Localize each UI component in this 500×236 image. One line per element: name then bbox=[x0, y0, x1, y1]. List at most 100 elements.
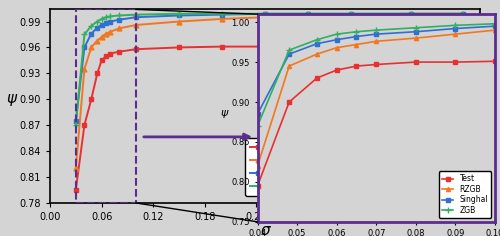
RZGB bbox=[452, 33, 458, 36]
Test bbox=[133, 48, 139, 51]
Line: RZGB: RZGB bbox=[256, 28, 497, 168]
Line: Singhal: Singhal bbox=[74, 11, 465, 123]
Singhal bbox=[133, 16, 139, 19]
ZGB bbox=[286, 49, 292, 51]
Singhal bbox=[373, 33, 380, 36]
Singhal bbox=[262, 12, 268, 15]
RZGB bbox=[262, 16, 268, 19]
ZGB bbox=[176, 12, 182, 15]
ZGB bbox=[492, 22, 498, 25]
ZGB bbox=[254, 125, 260, 127]
Singhal bbox=[116, 18, 122, 21]
Singhal bbox=[88, 32, 94, 35]
ZGB bbox=[460, 12, 466, 15]
Line: Singhal: Singhal bbox=[256, 24, 497, 116]
Singhal bbox=[348, 12, 354, 15]
Test bbox=[413, 61, 419, 63]
RZGB bbox=[348, 13, 354, 16]
Singhal bbox=[103, 22, 109, 25]
Line: RZGB: RZGB bbox=[74, 11, 465, 171]
RZGB bbox=[314, 53, 320, 55]
RZGB bbox=[94, 39, 100, 42]
Test bbox=[334, 69, 340, 72]
ZGB bbox=[94, 20, 100, 23]
ZGB bbox=[334, 33, 340, 36]
Y-axis label: ψ: ψ bbox=[6, 91, 16, 106]
Singhal bbox=[107, 20, 113, 23]
RZGB bbox=[107, 30, 113, 33]
ZGB bbox=[354, 30, 360, 33]
Test bbox=[219, 45, 225, 48]
ZGB bbox=[408, 12, 414, 15]
Test bbox=[88, 98, 94, 101]
Singhal bbox=[408, 12, 414, 15]
Line: Test: Test bbox=[74, 43, 465, 192]
Legend: Test, RZGB, Singhal, ZGB: Test, RZGB, Singhal, ZGB bbox=[245, 138, 316, 196]
ZGB bbox=[373, 29, 380, 32]
Singhal bbox=[305, 12, 311, 15]
RZGB bbox=[88, 46, 94, 49]
Singhal bbox=[286, 53, 292, 55]
RZGB bbox=[408, 12, 414, 15]
RZGB bbox=[116, 27, 122, 30]
RZGB bbox=[492, 29, 498, 32]
Test bbox=[305, 44, 311, 47]
Test bbox=[452, 61, 458, 63]
RZGB bbox=[334, 46, 340, 49]
Test bbox=[354, 65, 360, 67]
ZGB bbox=[107, 15, 113, 18]
ZGB bbox=[219, 12, 225, 15]
Singhal bbox=[460, 12, 466, 15]
Test bbox=[94, 72, 100, 75]
RZGB bbox=[103, 32, 109, 35]
ZGB bbox=[262, 12, 268, 15]
ZGB bbox=[413, 26, 419, 29]
Line: ZGB: ZGB bbox=[73, 11, 466, 128]
Test bbox=[373, 63, 380, 66]
Test bbox=[262, 45, 268, 48]
Test bbox=[73, 189, 79, 191]
Test bbox=[103, 55, 109, 58]
Singhal bbox=[73, 119, 79, 122]
Test bbox=[98, 59, 104, 62]
Test bbox=[107, 52, 113, 55]
Test bbox=[348, 44, 354, 47]
Singhal bbox=[254, 113, 260, 115]
Line: Test: Test bbox=[256, 59, 497, 188]
Singhal bbox=[354, 35, 360, 38]
Line: ZGB: ZGB bbox=[254, 21, 498, 129]
Y-axis label: ψ: ψ bbox=[220, 108, 228, 118]
ZGB bbox=[82, 33, 87, 36]
Singhal bbox=[82, 46, 87, 49]
Test bbox=[82, 124, 87, 127]
RZGB bbox=[73, 167, 79, 170]
Test bbox=[492, 60, 498, 63]
RZGB bbox=[373, 40, 380, 43]
Test bbox=[254, 185, 260, 187]
Singhal bbox=[98, 24, 104, 26]
Singhal bbox=[94, 26, 100, 29]
RZGB bbox=[413, 37, 419, 40]
Singhal bbox=[314, 42, 320, 45]
X-axis label: σ: σ bbox=[260, 223, 270, 236]
RZGB bbox=[286, 65, 292, 67]
ZGB bbox=[348, 12, 354, 15]
ZGB bbox=[98, 17, 104, 20]
ZGB bbox=[305, 12, 311, 15]
ZGB bbox=[314, 38, 320, 41]
ZGB bbox=[133, 13, 139, 16]
RZGB bbox=[354, 43, 360, 46]
RZGB bbox=[176, 20, 182, 23]
Test bbox=[116, 50, 122, 53]
ZGB bbox=[73, 124, 79, 127]
Test bbox=[286, 101, 292, 103]
Test bbox=[314, 77, 320, 80]
Singhal bbox=[219, 13, 225, 16]
RZGB bbox=[98, 36, 104, 38]
Bar bbox=[76, 9, 136, 203]
ZGB bbox=[103, 16, 109, 19]
Singhal bbox=[413, 30, 419, 33]
Legend: Test, RZGB, Singhal, ZGB: Test, RZGB, Singhal, ZGB bbox=[439, 171, 491, 218]
RZGB bbox=[133, 24, 139, 26]
Singhal bbox=[492, 25, 498, 28]
